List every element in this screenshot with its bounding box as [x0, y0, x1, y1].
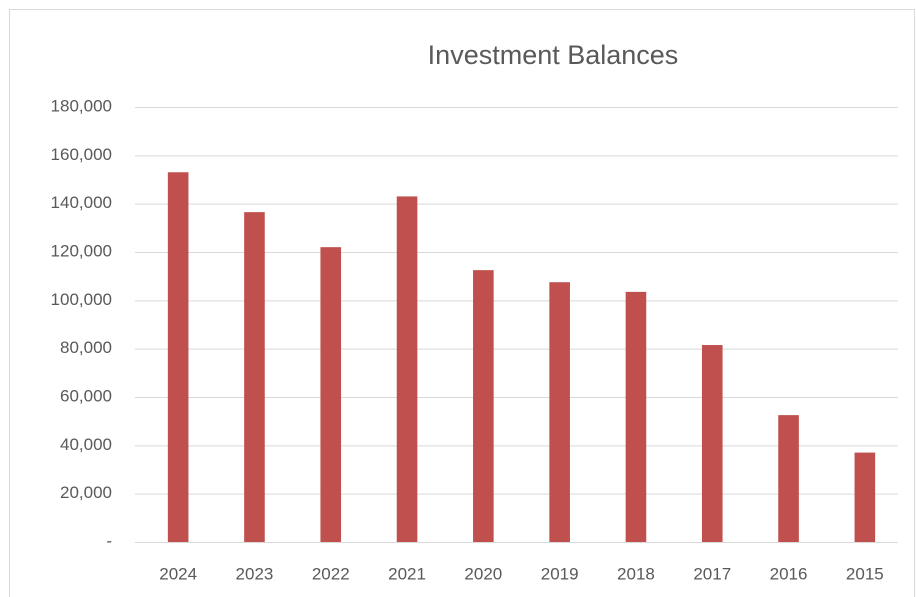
bar	[549, 282, 570, 542]
y-tick-label: 100,000	[51, 290, 112, 309]
y-tick-label: 160,000	[51, 145, 112, 164]
bar	[854, 452, 876, 542]
y-tick-label: 60,000	[60, 386, 112, 405]
x-tick-label: 2019	[541, 564, 579, 583]
bar	[778, 415, 799, 542]
bar	[625, 291, 647, 542]
y-tick-label: 140,000	[51, 193, 112, 212]
x-tick-label: 2015	[846, 564, 884, 583]
bar	[473, 270, 494, 542]
y-tick-label: 180,000	[51, 96, 112, 115]
y-tick-label: 40,000	[60, 435, 112, 454]
x-tick-label: 2023	[236, 564, 274, 583]
bar	[701, 345, 723, 542]
y-tick-label: 120,000	[51, 241, 112, 260]
bar	[320, 247, 342, 542]
x-tick-label: 2020	[464, 564, 502, 583]
y-tick-label: -	[106, 531, 112, 550]
x-tick-label: 2021	[388, 564, 426, 583]
bar	[167, 172, 189, 542]
x-tick-label: 2022	[312, 564, 350, 583]
y-tick-label: 80,000	[60, 338, 112, 357]
chart-title: Investment Balances	[428, 40, 679, 70]
y-tick-label: 20,000	[60, 483, 112, 502]
x-tick-label: 2016	[770, 564, 808, 583]
bar	[396, 196, 418, 542]
x-tick-label: 2017	[693, 564, 731, 583]
bar	[244, 212, 265, 542]
x-tick-label: 2018	[617, 564, 655, 583]
x-tick-label: 2024	[159, 564, 197, 583]
